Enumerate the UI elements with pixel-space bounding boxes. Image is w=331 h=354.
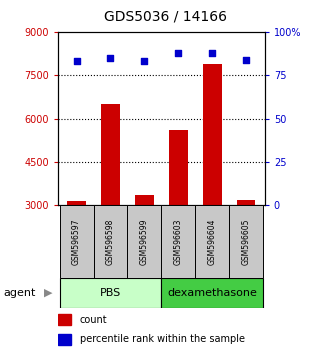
Text: ▶: ▶ xyxy=(44,288,52,298)
Point xyxy=(142,58,147,64)
Bar xyxy=(127,205,162,278)
Text: GSM596605: GSM596605 xyxy=(242,218,251,265)
Text: GSM596603: GSM596603 xyxy=(174,218,183,265)
Bar xyxy=(169,130,188,292)
Bar xyxy=(237,200,256,292)
Bar xyxy=(162,278,263,308)
Bar xyxy=(203,64,221,292)
Bar xyxy=(94,205,127,278)
Text: GSM596597: GSM596597 xyxy=(72,218,81,265)
Point xyxy=(244,57,249,62)
Bar xyxy=(60,205,94,278)
Text: dexamethasone: dexamethasone xyxy=(167,288,257,298)
Bar xyxy=(195,205,229,278)
Text: GSM596604: GSM596604 xyxy=(208,218,217,265)
Bar xyxy=(58,314,71,325)
Text: GDS5036 / 14166: GDS5036 / 14166 xyxy=(104,9,227,23)
Point xyxy=(74,58,79,64)
Point xyxy=(108,55,113,61)
Point xyxy=(210,50,215,56)
Bar xyxy=(101,104,120,292)
Bar xyxy=(229,205,263,278)
Text: agent: agent xyxy=(3,288,36,298)
Bar xyxy=(162,205,195,278)
Text: percentile rank within the sample: percentile rank within the sample xyxy=(80,334,245,344)
Bar xyxy=(60,278,162,308)
Text: count: count xyxy=(80,315,107,325)
Text: GSM596598: GSM596598 xyxy=(106,218,115,265)
Bar xyxy=(67,201,86,292)
Bar xyxy=(135,195,154,292)
Bar xyxy=(58,334,71,345)
Text: PBS: PBS xyxy=(100,288,121,298)
Point xyxy=(176,50,181,56)
Text: GSM596599: GSM596599 xyxy=(140,218,149,265)
